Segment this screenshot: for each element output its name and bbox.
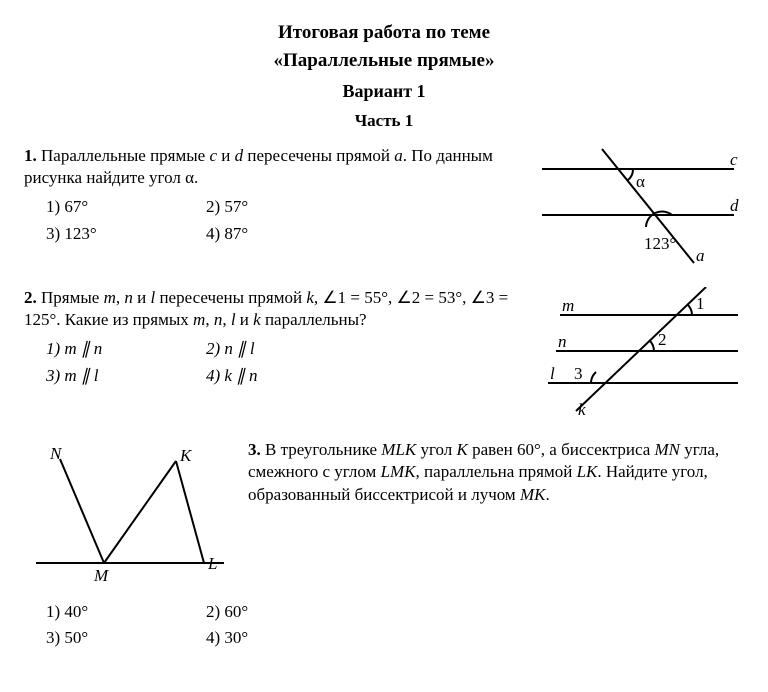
option-1-1: 1) 67° [46, 196, 206, 219]
option-1-2: 2) 57° [206, 196, 366, 219]
label-a: a [696, 246, 705, 265]
option-2-3: 3) m ∥ l [46, 365, 206, 388]
label-M: M [93, 566, 109, 585]
option-2-2: 2) n ∥ l [206, 338, 366, 361]
problem-3: N K M L 3. В треугольнике MLK угол K рав… [24, 439, 744, 651]
problem-1: c d a α 123° 1. Параллельные прямые c и … [24, 145, 744, 273]
label-l: l [550, 364, 555, 383]
problem-2-text: Прямые m, n и l пересечены прямой k, ∠1 … [24, 288, 508, 330]
option-3-4: 4) 30° [206, 627, 366, 650]
label-3: 3 [574, 364, 583, 383]
label-2: 2 [658, 330, 667, 349]
option-3-3: 3) 50° [46, 627, 206, 650]
problem-1-num: 1. [24, 146, 37, 165]
problem-1-options: 1) 67° 2) 57° 3) 123° 4) 87° [46, 196, 366, 246]
problem-1-figure: c d a α 123° [534, 145, 744, 267]
option-2-1: 1) m ∥ n [46, 338, 206, 361]
part-line: Часть 1 [24, 110, 744, 133]
label-L: L [207, 554, 217, 573]
option-3-2: 2) 60° [206, 601, 366, 624]
label-N: N [49, 444, 63, 463]
problem-3-figure: N K M L [24, 439, 234, 589]
label-d: d [730, 196, 739, 215]
label-123: 123° [644, 234, 676, 253]
problem-3-text: В треугольнике MLK угол K равен 60°, а б… [248, 440, 719, 505]
problem-2-num: 2. [24, 288, 37, 307]
label-c: c [730, 150, 738, 169]
option-1-3: 3) 123° [46, 223, 206, 246]
label-m: m [562, 296, 574, 315]
label-K: K [179, 446, 193, 465]
label-k: k [578, 400, 586, 419]
problem-3-options: 1) 40° 2) 60° 3) 50° 4) 30° [46, 601, 366, 651]
title-line-1: Итоговая работа по теме [24, 20, 744, 46]
label-alpha: α [636, 172, 645, 191]
option-3-1: 1) 40° [46, 601, 206, 624]
problem-2-figure: m n l k 1 2 3 [534, 287, 744, 419]
label-1: 1 [696, 294, 705, 313]
title-block: Итоговая работа по теме «Параллельные пр… [24, 20, 744, 133]
problem-1-text: Параллельные прямые c и d пересечены пря… [24, 146, 493, 188]
option-1-4: 4) 87° [206, 223, 366, 246]
label-n: n [558, 332, 567, 351]
variant-line: Вариант 1 [24, 79, 744, 103]
problem-3-num: 3. [248, 440, 261, 459]
option-2-4: 4) k ∥ n [206, 365, 366, 388]
title-line-2: «Параллельные прямые» [24, 48, 744, 74]
problem-2-options: 1) m ∥ n 2) n ∥ l 3) m ∥ l 4) k ∥ n [46, 338, 366, 388]
problem-2: m n l k 1 2 3 2. Прямые m, n и l пересеч… [24, 287, 744, 425]
